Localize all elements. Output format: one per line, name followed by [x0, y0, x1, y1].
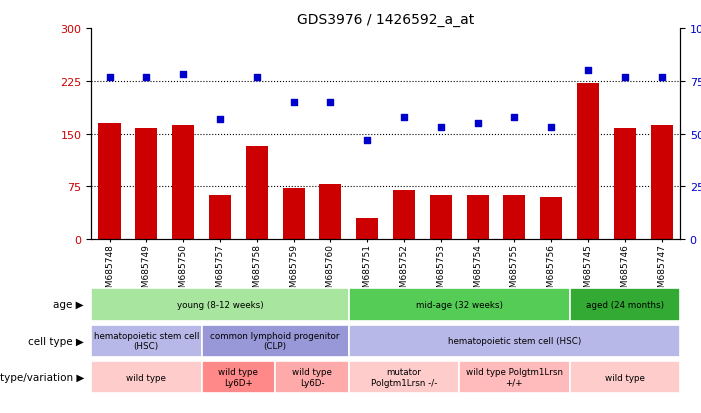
Bar [135, 128, 158, 240]
Point [362, 137, 373, 144]
Bar [503, 196, 526, 240]
Point [656, 74, 667, 81]
Bar [91, 325, 202, 357]
Title: GDS3976 / 1426592_a_at: GDS3976 / 1426592_a_at [297, 12, 474, 26]
Text: genotype/variation ▶: genotype/variation ▶ [0, 372, 84, 382]
Text: wild type: wild type [126, 373, 166, 382]
Text: cell type ▶: cell type ▶ [28, 336, 84, 346]
Bar [467, 196, 489, 240]
Bar [202, 361, 275, 394]
Point [619, 74, 630, 81]
Bar [320, 185, 341, 240]
Point [288, 99, 299, 106]
Text: common lymphoid progenitor
(CLP): common lymphoid progenitor (CLP) [210, 331, 340, 351]
Bar [91, 288, 349, 321]
Text: age ▶: age ▶ [53, 299, 84, 310]
Bar [393, 190, 415, 240]
Bar [172, 126, 194, 240]
Text: hematopoietic stem cell
(HSC): hematopoietic stem cell (HSC) [94, 331, 199, 351]
Point [509, 114, 520, 121]
Point [141, 74, 152, 81]
Text: wild type Polgtm1Lrsn
+/+: wild type Polgtm1Lrsn +/+ [466, 368, 563, 387]
Bar [91, 361, 202, 394]
Bar [569, 361, 680, 394]
Point [104, 74, 115, 81]
Text: mid-age (32 weeks): mid-age (32 weeks) [416, 300, 503, 309]
Bar [275, 361, 349, 394]
Point [472, 121, 483, 127]
Point [583, 68, 594, 74]
Point [251, 74, 262, 81]
Point [177, 72, 189, 78]
Bar [356, 218, 379, 240]
Bar [202, 325, 349, 357]
Bar [349, 288, 569, 321]
Text: wild type: wild type [605, 373, 645, 382]
Text: mutator
Polgtm1Lrsn -/-: mutator Polgtm1Lrsn -/- [371, 368, 437, 387]
Bar [577, 84, 599, 240]
Text: wild type
Ly6D+: wild type Ly6D+ [219, 368, 258, 387]
Point [545, 125, 557, 131]
Text: aged (24 months): aged (24 months) [586, 300, 664, 309]
Bar [430, 196, 451, 240]
Bar [246, 146, 268, 240]
Point [325, 99, 336, 106]
Bar [651, 126, 673, 240]
Bar [98, 124, 121, 240]
Bar [614, 128, 636, 240]
Bar [209, 196, 231, 240]
Text: wild type
Ly6D-: wild type Ly6D- [292, 368, 332, 387]
Bar [349, 361, 459, 394]
Text: hematopoietic stem cell (HSC): hematopoietic stem cell (HSC) [448, 337, 581, 345]
Point [215, 116, 226, 123]
Bar [459, 361, 569, 394]
Bar [540, 197, 562, 240]
Text: young (8-12 weeks): young (8-12 weeks) [177, 300, 264, 309]
Point [435, 125, 447, 131]
Bar [569, 288, 680, 321]
Bar [283, 189, 305, 240]
Bar [349, 325, 680, 357]
Point [398, 114, 409, 121]
